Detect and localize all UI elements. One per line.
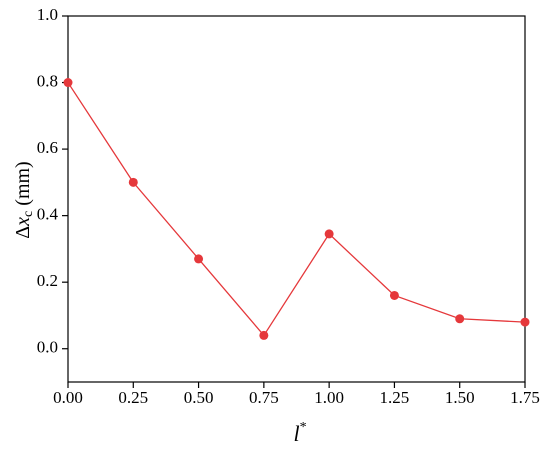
plot-frame (67, 15, 526, 383)
x-axis-label: l* (293, 420, 306, 446)
x-tick-label: 1.50 (445, 388, 475, 407)
y-tick-label: 0.4 (37, 205, 59, 224)
y-label-delta: Δ (12, 226, 34, 239)
x-tick-label: 1.75 (510, 388, 540, 407)
y-tick-label: 0.2 (37, 271, 58, 290)
point (128, 177, 138, 187)
y-label-unit: (mm) (12, 161, 34, 210)
y-tick-label: 0.0 (37, 338, 58, 357)
point (324, 229, 334, 239)
y-tick-label: 1.0 (37, 5, 58, 24)
point (455, 314, 465, 324)
x-tick-label: 1.25 (380, 388, 410, 407)
x-label-var: l (293, 421, 299, 446)
x-tick-label: 1.00 (314, 388, 344, 407)
y-tick-label: 0.8 (37, 71, 58, 90)
point (194, 254, 204, 264)
x-tick-label: 0.50 (184, 388, 214, 407)
x-tick-label: 0.00 (53, 388, 83, 407)
point (63, 78, 73, 88)
series-line (67, 82, 526, 337)
y-label-sub: c (21, 211, 36, 217)
x-label-sup: * (300, 420, 307, 435)
x-tick-label: 0.75 (249, 388, 279, 407)
point (520, 317, 530, 327)
y-label-var: x (12, 217, 34, 227)
point (259, 330, 269, 340)
y-tick-label: 0.6 (37, 138, 58, 157)
x-tick-label: 0.25 (118, 388, 148, 407)
y-axis-label: Δxc (mm) (12, 161, 37, 238)
point (389, 290, 399, 300)
